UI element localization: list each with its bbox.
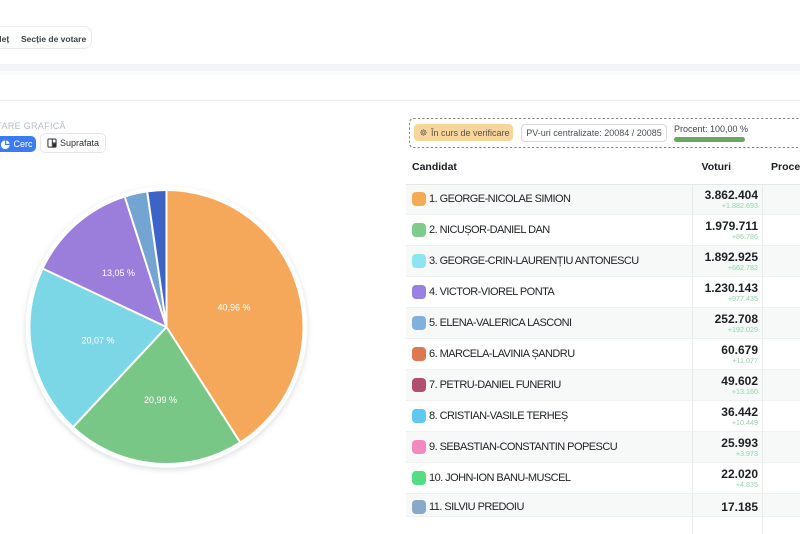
svg-text:13,05 %: 13,05 % (102, 268, 135, 278)
svg-text:20,99 %: 20,99 % (144, 395, 177, 405)
svg-text:40,96 %: 40,96 % (217, 303, 250, 313)
svg-text:20,07 %: 20,07 % (81, 336, 114, 346)
